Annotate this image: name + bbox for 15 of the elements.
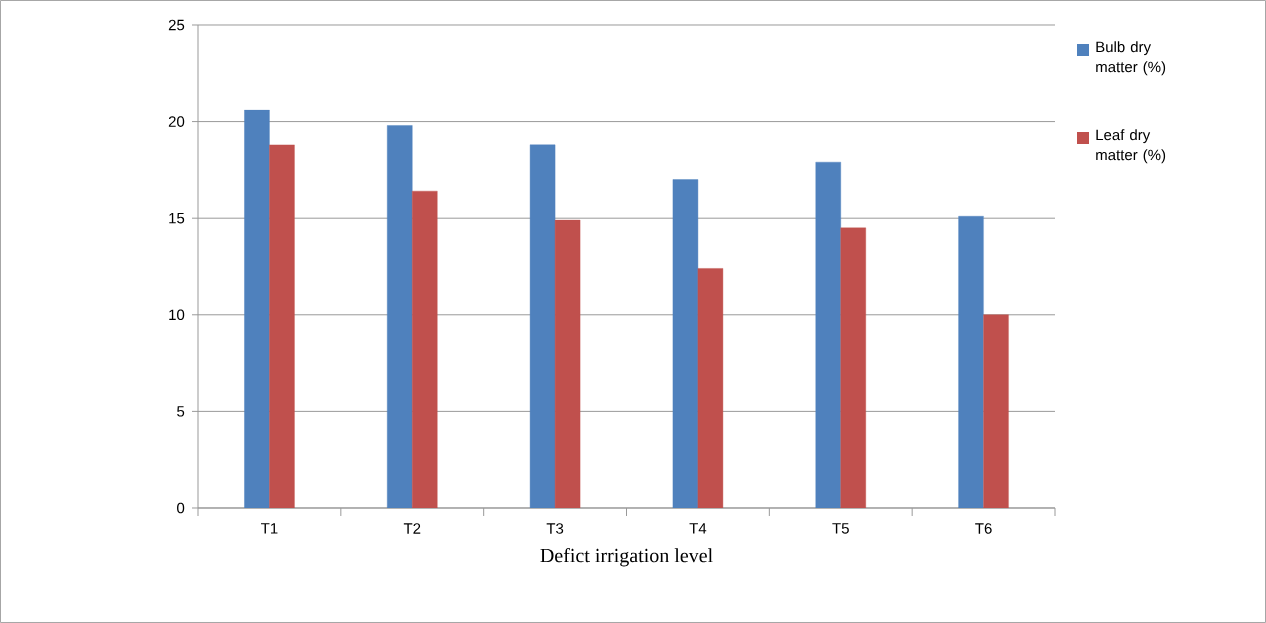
y-tick-label: 5	[177, 406, 185, 417]
x-tick-label: T3	[546, 523, 564, 534]
y-tick-label: 25	[168, 19, 185, 31]
legend-label: Leaf dry matter (%)	[1096, 129, 1166, 164]
y-tick-label: 0	[177, 502, 185, 514]
x-tick-label: T6	[975, 523, 992, 534]
x-tick-label: T4	[689, 523, 707, 534]
x-tick-label: T2	[403, 523, 421, 534]
y-tick-label: 10	[169, 309, 185, 321]
x-tick-label: T1	[261, 523, 278, 534]
x-axis-title: Defict irrigation level	[540, 548, 713, 567]
y-tick-label: 15	[169, 212, 185, 224]
legend-label: Bulb dry matter (%)	[1096, 41, 1166, 76]
x-tick-label: T5	[832, 523, 849, 534]
y-tick-label: 20	[168, 116, 185, 127]
